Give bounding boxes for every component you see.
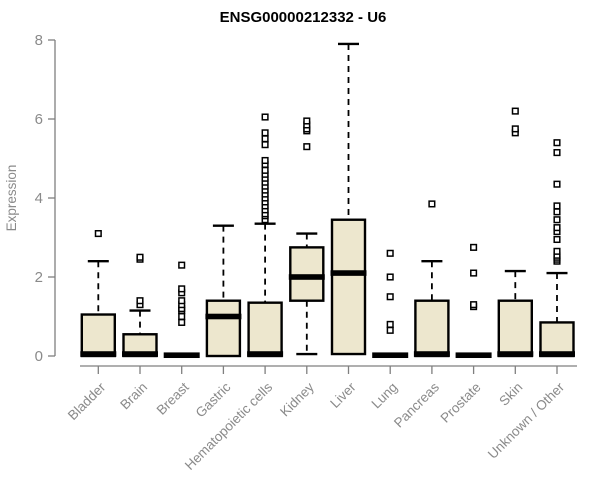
- box-rect: [330, 218, 367, 356]
- outlier-point: [261, 129, 269, 137]
- outlier-point: [386, 249, 394, 257]
- outlier-point: [261, 113, 269, 121]
- median-line: [205, 313, 242, 320]
- box-group: [247, 113, 284, 358]
- box-group: [205, 224, 242, 358]
- outlier-point: [303, 117, 311, 125]
- y-axis-label: Expression: [4, 165, 19, 232]
- box-group: [413, 200, 450, 358]
- outlier-point: [261, 141, 269, 149]
- box-rect: [289, 246, 325, 302]
- y-tick-label: 8: [35, 32, 43, 49]
- median-line: [163, 352, 200, 359]
- x-tick-label: Prostate: [438, 380, 484, 426]
- median-line: [497, 351, 534, 357]
- median-line: [455, 352, 492, 359]
- outlier-point: [553, 180, 561, 188]
- box-group: [372, 249, 409, 359]
- box-rect: [539, 321, 575, 358]
- box-group: [80, 230, 117, 358]
- x-tick-label: Kidney: [277, 379, 317, 419]
- median-line: [539, 351, 575, 357]
- outlier-point: [553, 216, 561, 224]
- y-tick-label: 2: [35, 269, 43, 286]
- outlier-point: [428, 200, 436, 208]
- outlier-point: [261, 135, 269, 143]
- outlier-point: [178, 312, 186, 321]
- median-line: [247, 351, 284, 357]
- box-rect: [414, 299, 450, 358]
- outlier-point: [553, 247, 561, 255]
- outlier-point: [178, 297, 186, 305]
- x-tick-label: Liver: [327, 379, 359, 411]
- outlier-point: [553, 202, 561, 210]
- box-rect: [247, 301, 283, 358]
- box-group: [455, 243, 492, 359]
- outlier-point: [470, 243, 478, 251]
- x-tick-label: Bladder: [65, 379, 109, 423]
- x-tick-label: Lung: [368, 380, 400, 412]
- outlier-point: [470, 269, 478, 277]
- box-rect: [497, 299, 533, 358]
- x-tick-label: Unknown / Other: [485, 379, 568, 462]
- y-tick-label: 4: [35, 190, 43, 207]
- outlier-point: [386, 273, 394, 281]
- outlier-point: [470, 301, 478, 309]
- median-line: [372, 352, 409, 359]
- outlier-point: [553, 224, 561, 232]
- chart-title: ENSG00000212332 - U6: [220, 9, 387, 26]
- outlier-point: [386, 326, 394, 334]
- outlier-point: [511, 125, 519, 133]
- x-tick-label: Pancreas: [391, 379, 442, 430]
- outlier-point: [136, 297, 144, 305]
- x-tick-label: Breast: [154, 379, 192, 417]
- outlier-point: [261, 156, 269, 165]
- box-group: [539, 139, 575, 358]
- outlier-point: [94, 230, 102, 238]
- outlier-point: [261, 166, 269, 174]
- box-group: [122, 253, 158, 358]
- x-tick-label: Skin: [496, 380, 525, 409]
- median-line: [413, 351, 450, 357]
- box-group: [163, 261, 200, 359]
- median-line: [80, 351, 117, 357]
- x-tick-label: Brain: [117, 380, 150, 413]
- box-group: [330, 42, 367, 356]
- outlier-point: [386, 293, 394, 301]
- outlier-point: [136, 253, 144, 261]
- outlier-point: [553, 139, 561, 147]
- median-line: [330, 270, 367, 276]
- outlier-point: [511, 107, 519, 115]
- outlier-point: [386, 320, 394, 328]
- outlier-point: [303, 143, 311, 151]
- box-group: [497, 107, 534, 358]
- outlier-point: [553, 149, 561, 157]
- median-line: [288, 274, 325, 280]
- box-group: [288, 117, 325, 356]
- outlier-point: [178, 261, 186, 269]
- median-line: [122, 351, 158, 357]
- outlier-point: [178, 318, 186, 326]
- outlier-point: [553, 208, 561, 216]
- outlier-point: [553, 235, 561, 244]
- y-tick-label: 0: [35, 348, 43, 365]
- outlier-point: [178, 285, 186, 293]
- box-rect: [80, 313, 117, 358]
- box-rect: [205, 299, 242, 358]
- x-tick-label: Gastric: [193, 379, 234, 420]
- y-tick-label: 6: [35, 111, 43, 128]
